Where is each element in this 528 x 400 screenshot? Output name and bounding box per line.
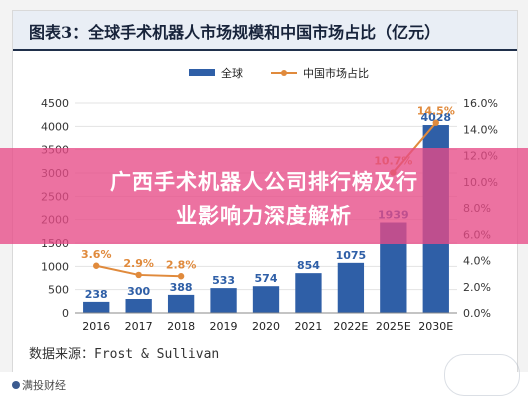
- share-point: [432, 119, 439, 126]
- y-left-tick-label: 0: [62, 307, 69, 320]
- y-left-tick-label: 4000: [41, 120, 69, 133]
- x-tick-label: 2019: [210, 320, 238, 333]
- y-right-tick-label: 14.0%: [463, 123, 498, 136]
- bar-value-label: 1075: [336, 249, 367, 262]
- bar: [83, 301, 110, 313]
- bar: [337, 262, 365, 313]
- x-tick-label: 2021: [294, 320, 322, 333]
- bar-value-label: 300: [127, 285, 150, 298]
- share-value-label: 3.6%: [81, 248, 112, 261]
- share-value-label: 2.9%: [123, 257, 154, 270]
- bar-value-label: 533: [212, 274, 235, 287]
- x-tick-label: 2017: [125, 320, 153, 333]
- share-value-label: 2.8%: [166, 258, 197, 271]
- footer: [0, 372, 528, 400]
- x-tick-label: 2030E: [418, 320, 453, 333]
- y-right-tick-label: 0.0%: [463, 307, 491, 320]
- legend: 全球 中国市场占比: [189, 66, 369, 80]
- headline-line-1: 广西手术机器人公司排行榜及行: [110, 170, 418, 194]
- x-tick-label: 2025E: [376, 320, 411, 333]
- headline-line-2: 业影响力深度解析: [176, 204, 352, 228]
- legend-label-line: 中国市场占比: [303, 66, 369, 80]
- legend-marker-line: [281, 70, 287, 76]
- share-line-segment: [96, 264, 139, 276]
- x-tick-label: 2020: [252, 320, 280, 333]
- y-left-tick-label: 1000: [41, 260, 69, 273]
- share-line-segment: [138, 273, 182, 278]
- bar: [125, 299, 152, 313]
- y-left-tick-label: 4500: [41, 97, 69, 110]
- x-tick-label: 2022E: [333, 320, 368, 333]
- share-value-label: 14.5%: [417, 105, 455, 118]
- y-left-tick-label: 500: [48, 284, 69, 297]
- title-bar: 图表3：全球手术机器人市场规模和中国市场占比（亿元）: [13, 11, 517, 51]
- bar-value-label: 574: [255, 272, 278, 285]
- x-axis: 2016 2017 2018 2019 2020 2021 2022E 2025E 2030E: [75, 312, 457, 333]
- bar: [167, 294, 195, 313]
- source-note: 数据来源：Frost & Sullivan: [29, 347, 220, 362]
- y-right-tick-label: 16.0%: [463, 97, 498, 110]
- bar-value-label: 238: [85, 288, 108, 301]
- bar: [252, 286, 280, 313]
- y-right-tick-label: 4.0%: [463, 255, 491, 268]
- bar: [295, 273, 322, 313]
- bar-value-label: 4028: [420, 111, 451, 124]
- x-tick-label: 2018: [167, 320, 195, 333]
- watermark-seal-icon: [444, 354, 520, 396]
- chart-title: 图表3：全球手术机器人市场规模和中国市场占比（亿元）: [29, 23, 441, 42]
- share-point: [177, 273, 185, 280]
- bar-value-label: 388: [170, 281, 193, 294]
- y-right-tick-label: 2.0%: [463, 281, 491, 294]
- headline-overlay: [0, 148, 528, 244]
- brand-logo-icon: [12, 381, 20, 389]
- brand-name: 满投财经: [22, 379, 66, 392]
- legend-label-bar: 全球: [221, 66, 243, 80]
- legend-swatch-bar: [189, 69, 215, 76]
- bar: [210, 288, 237, 313]
- bar-value-label: 854: [297, 259, 320, 272]
- x-tick-label: 2016: [82, 320, 110, 333]
